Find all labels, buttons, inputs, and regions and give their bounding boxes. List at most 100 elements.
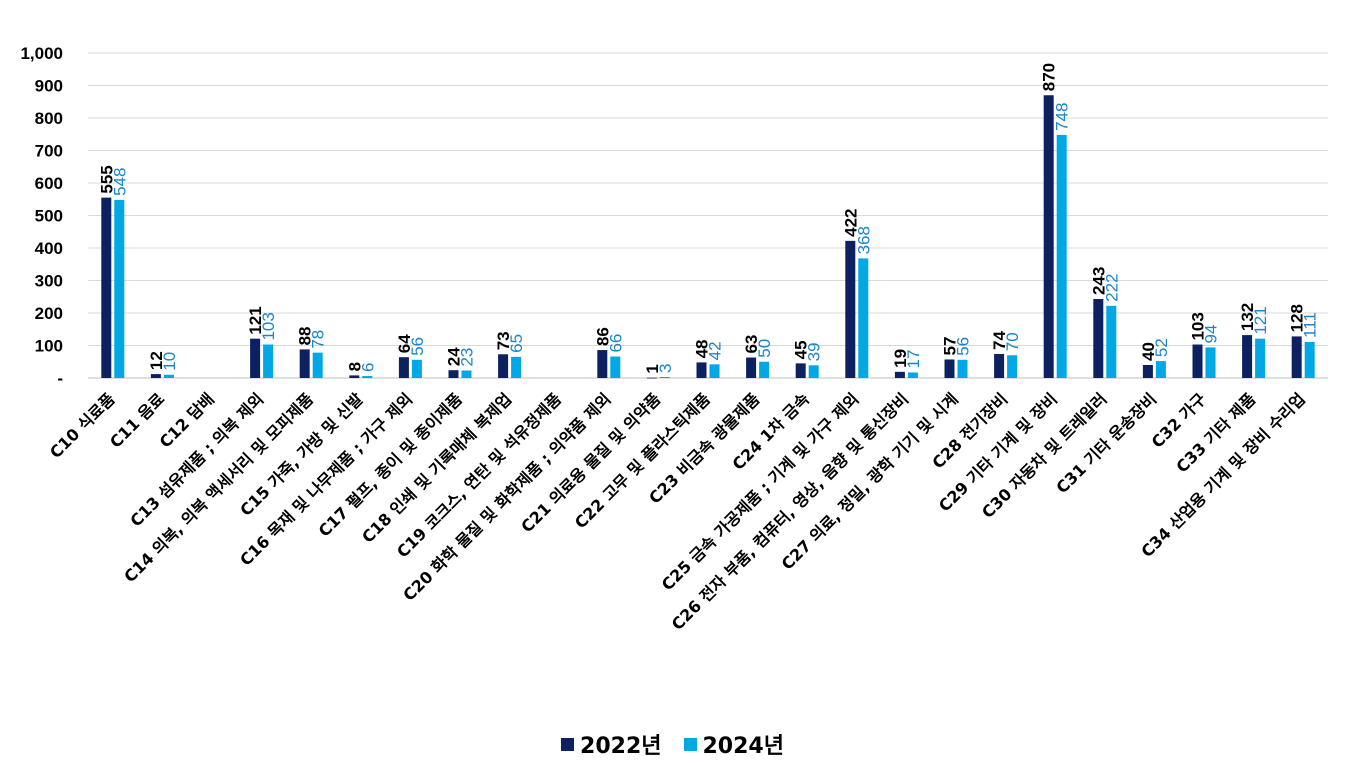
gridlines	[88, 52, 1328, 379]
data-label-2024: 56	[954, 337, 973, 356]
legend-swatch-2022	[561, 737, 575, 751]
data-label-2022: 45	[792, 340, 811, 359]
bar-2024	[659, 377, 670, 378]
data-label-2024: 121	[1251, 306, 1270, 334]
bar-2022	[349, 375, 360, 378]
data-label-2024: 70	[1003, 332, 1022, 351]
bar-2022	[299, 349, 310, 378]
bar-2022	[845, 240, 856, 378]
data-label-2022: 12	[147, 351, 166, 370]
bar-2024	[1155, 361, 1166, 378]
bar-2022	[597, 350, 608, 378]
data-label-2022: 870	[1040, 63, 1059, 91]
bar-2024	[1056, 134, 1067, 378]
bar-2022	[944, 359, 955, 378]
bar-2022	[994, 353, 1005, 378]
bar-2024	[759, 361, 770, 378]
data-label-2024: 52	[1152, 338, 1171, 357]
bar-2022	[1192, 344, 1203, 378]
data-label-2024: 66	[606, 334, 625, 353]
data-label-2022: 40	[1139, 342, 1158, 361]
bar-2024	[114, 199, 125, 378]
data-label-2024: 368	[854, 226, 873, 254]
data-label-2024: 111	[1301, 312, 1320, 338]
data-label-2022: 57	[941, 337, 960, 356]
bar-2024	[957, 359, 968, 378]
bar-2024	[1205, 347, 1216, 378]
data-label-2022: 24	[445, 347, 464, 366]
bar-2022	[1093, 299, 1104, 378]
data-label-2024: 94	[1202, 325, 1221, 344]
bar-2024	[1007, 355, 1018, 378]
bar-2024	[312, 352, 323, 378]
data-label-2024: 748	[1053, 103, 1072, 131]
y-tick-label: 1,000	[20, 44, 63, 63]
data-label-2024: 50	[755, 339, 774, 358]
bars	[101, 95, 1315, 379]
x-tick-label: C26 전자 부품, 컴퓨터, 영상, 음향 및 통신장비	[668, 389, 912, 633]
data-label-2024: 6	[358, 363, 377, 372]
bar-2024	[907, 372, 918, 378]
bar-2022	[448, 370, 459, 378]
data-label-2024: 65	[507, 334, 526, 353]
data-label-2024: 23	[458, 348, 477, 367]
x-tick-label: C27 의료, 정밀, 광학 기기 및 시계	[778, 389, 962, 573]
data-label-2022: 132	[1238, 303, 1257, 331]
bar-2022	[150, 374, 161, 378]
data-label-2024: 42	[706, 341, 725, 360]
bar-2024	[511, 356, 522, 378]
data-label-2024: 17	[904, 350, 923, 369]
y-tick-label: 100	[35, 337, 63, 356]
data-label-2022: 121	[246, 306, 265, 334]
legend-item-2024: 2024년	[683, 728, 784, 760]
legend-label-2024: 2024년	[702, 734, 784, 759]
data-label-2024: 78	[309, 330, 328, 349]
data-label-2022: 63	[742, 335, 761, 354]
data-label-2022: 86	[593, 327, 612, 346]
data-label-2022: 19	[891, 349, 910, 368]
bar-2024	[163, 374, 174, 378]
bar-2024	[1255, 338, 1266, 378]
legend-item-2022: 2022년	[561, 728, 662, 760]
bar-2024	[1106, 305, 1117, 378]
data-label-2024: 10	[160, 352, 179, 371]
data-label-2022: 8	[345, 362, 364, 371]
bar-2024	[1304, 341, 1315, 378]
legend: 2022년 2024년	[0, 728, 1345, 760]
bar-2024	[610, 356, 621, 378]
bar-2022	[101, 197, 112, 378]
bar-2024	[263, 344, 274, 378]
bar-2022	[250, 338, 261, 378]
bar-2022	[498, 354, 509, 378]
data-label-2022: 243	[1089, 267, 1108, 295]
bar-2022	[1242, 335, 1253, 378]
data-label-2022: 128	[1288, 304, 1307, 332]
y-tick-label: 300	[35, 272, 63, 291]
y-tick-label: 400	[35, 239, 63, 258]
y-tick-label: 500	[35, 207, 63, 226]
legend-label-2022: 2022년	[580, 734, 662, 759]
data-label-2022: 88	[296, 326, 315, 345]
bar-2022	[1142, 365, 1153, 378]
bar-2022	[646, 377, 657, 379]
bar-2022	[1043, 95, 1054, 378]
bar-2022	[398, 357, 409, 378]
bar-2024	[858, 258, 869, 378]
y-tick-label: 800	[35, 109, 63, 128]
bar-chart: - 100 200 300 400 500 600 700 800 900 1,000 555548…	[20, 44, 1328, 634]
y-tick-label: 900	[35, 77, 63, 96]
y-tick-label: -	[57, 369, 63, 388]
data-label-2022: 73	[494, 331, 513, 350]
data-label-2024: 56	[408, 337, 427, 356]
data-label-2022: 48	[693, 339, 712, 358]
bar-2024	[461, 370, 472, 378]
y-axis: - 100 200 300 400 500 600 700 800 900 1,000	[20, 44, 63, 388]
data-label-2022: 1	[643, 364, 662, 373]
data-label-2024: 39	[805, 342, 824, 361]
data-label-2022: 74	[990, 330, 1009, 349]
data-label-2022: 555	[97, 165, 116, 193]
x-tick-label: C10 식료품	[46, 389, 119, 462]
y-tick-label: 600	[35, 174, 63, 193]
